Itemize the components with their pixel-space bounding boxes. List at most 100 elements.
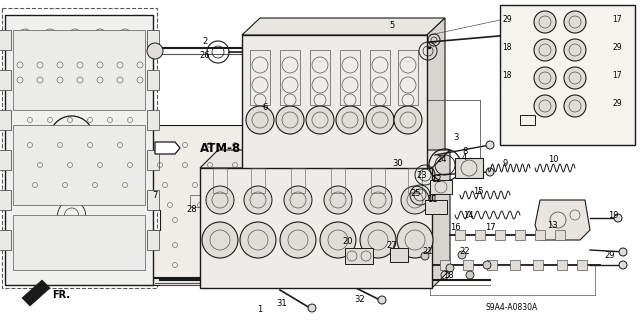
Bar bbox=[345, 248, 373, 264]
Circle shape bbox=[534, 11, 556, 33]
Bar bbox=[190, 195, 205, 207]
Polygon shape bbox=[427, 18, 445, 173]
Bar bbox=[455, 158, 483, 178]
Circle shape bbox=[614, 214, 622, 222]
Polygon shape bbox=[432, 150, 450, 288]
Bar bbox=[147, 150, 159, 170]
Text: 23: 23 bbox=[417, 171, 428, 180]
Text: 29: 29 bbox=[605, 251, 615, 260]
Bar bbox=[475, 230, 485, 240]
Bar bbox=[0, 230, 11, 250]
Circle shape bbox=[206, 186, 234, 214]
Text: 18: 18 bbox=[502, 43, 512, 52]
Text: 8: 8 bbox=[462, 148, 468, 156]
Text: 32: 32 bbox=[355, 295, 365, 305]
Circle shape bbox=[564, 95, 586, 117]
Polygon shape bbox=[155, 142, 180, 154]
Bar bbox=[408, 168, 422, 193]
Bar bbox=[147, 30, 159, 50]
Bar bbox=[0, 110, 11, 130]
Text: S9A4-A0830A: S9A4-A0830A bbox=[485, 303, 537, 313]
Circle shape bbox=[534, 95, 556, 117]
Text: 18: 18 bbox=[443, 270, 453, 279]
Bar bbox=[371, 168, 385, 193]
Circle shape bbox=[619, 248, 627, 256]
Bar bbox=[440, 260, 450, 270]
Bar bbox=[242, 35, 427, 173]
Circle shape bbox=[619, 261, 627, 269]
Circle shape bbox=[246, 106, 274, 134]
Text: 18: 18 bbox=[502, 70, 512, 79]
Circle shape bbox=[336, 106, 364, 134]
Bar bbox=[250, 50, 270, 105]
Polygon shape bbox=[200, 150, 450, 168]
Circle shape bbox=[421, 252, 429, 260]
Bar bbox=[310, 50, 330, 105]
Circle shape bbox=[366, 106, 394, 134]
Text: 29: 29 bbox=[612, 43, 622, 52]
Circle shape bbox=[284, 186, 312, 214]
Text: 7: 7 bbox=[152, 190, 157, 199]
Bar bbox=[487, 260, 497, 270]
Bar bbox=[577, 260, 587, 270]
Circle shape bbox=[364, 186, 392, 214]
Text: 15: 15 bbox=[473, 188, 483, 196]
Polygon shape bbox=[22, 280, 50, 306]
Circle shape bbox=[534, 39, 556, 61]
Text: 17: 17 bbox=[484, 223, 495, 233]
Circle shape bbox=[534, 67, 556, 89]
Bar bbox=[147, 70, 159, 90]
Circle shape bbox=[486, 168, 494, 176]
Bar bbox=[520, 115, 535, 125]
Text: 6: 6 bbox=[262, 103, 268, 113]
Text: 3: 3 bbox=[453, 133, 459, 142]
Text: 31: 31 bbox=[276, 300, 287, 308]
Bar bbox=[430, 180, 452, 194]
Circle shape bbox=[147, 43, 163, 59]
Bar bbox=[147, 190, 159, 210]
Bar bbox=[390, 248, 408, 262]
Text: FR.: FR. bbox=[52, 290, 70, 300]
Text: 22: 22 bbox=[460, 247, 470, 257]
Bar bbox=[340, 50, 360, 105]
Polygon shape bbox=[242, 18, 445, 35]
Circle shape bbox=[564, 11, 586, 33]
Text: ATM-8: ATM-8 bbox=[200, 141, 241, 155]
Bar bbox=[213, 168, 227, 193]
Bar bbox=[533, 260, 543, 270]
Circle shape bbox=[276, 106, 304, 134]
Circle shape bbox=[394, 106, 422, 134]
Bar bbox=[455, 230, 465, 240]
Text: 29: 29 bbox=[502, 14, 512, 23]
Text: 27: 27 bbox=[387, 241, 397, 250]
Text: 5: 5 bbox=[389, 20, 395, 29]
Text: 2: 2 bbox=[202, 37, 207, 46]
Text: 30: 30 bbox=[393, 158, 403, 167]
Circle shape bbox=[202, 222, 238, 258]
Bar bbox=[398, 50, 418, 105]
Bar bbox=[13, 215, 145, 270]
Text: 10: 10 bbox=[548, 156, 558, 164]
Bar bbox=[425, 200, 447, 214]
Bar bbox=[13, 125, 145, 205]
Text: 21: 21 bbox=[423, 247, 433, 257]
Bar bbox=[0, 30, 11, 50]
Bar bbox=[535, 230, 545, 240]
Circle shape bbox=[564, 39, 586, 61]
Text: 1: 1 bbox=[257, 306, 262, 315]
Bar bbox=[495, 230, 505, 240]
Circle shape bbox=[306, 106, 334, 134]
Circle shape bbox=[458, 251, 466, 259]
Text: 26: 26 bbox=[200, 51, 211, 60]
Text: 12: 12 bbox=[431, 175, 441, 185]
Text: 11: 11 bbox=[427, 196, 437, 204]
Circle shape bbox=[397, 222, 433, 258]
Bar bbox=[251, 168, 265, 193]
Circle shape bbox=[308, 304, 316, 312]
Bar bbox=[500, 5, 635, 145]
Text: 13: 13 bbox=[547, 220, 557, 229]
Bar bbox=[5, 15, 153, 285]
Bar bbox=[147, 110, 159, 130]
Text: 16: 16 bbox=[450, 223, 460, 233]
Polygon shape bbox=[535, 200, 590, 240]
